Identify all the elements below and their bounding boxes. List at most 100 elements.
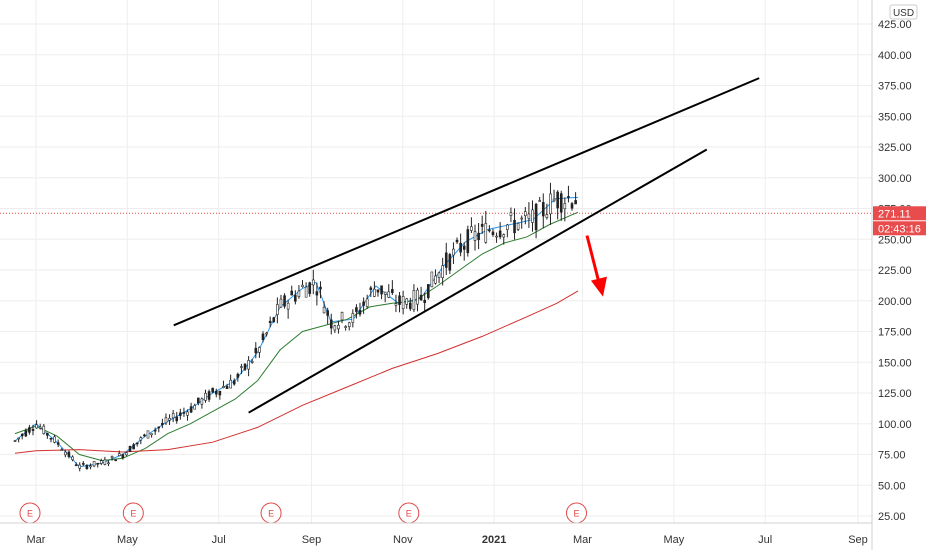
candle-body [541,202,545,217]
candle-body [480,223,484,227]
candle-body [89,465,92,468]
candle-body [53,436,56,443]
candle-body [71,456,74,460]
candle-body [376,289,380,293]
candle-body [373,288,376,297]
candle-body [96,462,99,465]
candle-body [82,463,85,465]
candle-body [99,460,103,464]
candle-body [157,426,161,429]
candle-body [444,252,448,268]
candle-body [416,289,419,305]
candle-body [258,347,261,353]
candle-body [42,425,46,434]
candle-body [534,203,538,231]
candle-body [204,392,207,401]
candle-body [502,234,506,238]
candle-body [484,223,488,243]
candle-body [365,298,369,307]
candle-body [304,286,308,298]
y-tick-label: 250.00 [878,234,912,246]
ma-line-slow [14,290,579,454]
candle-body [387,291,391,298]
candle-body [232,380,236,385]
candle-body [430,271,434,288]
grid [0,0,872,523]
candle-body [315,291,319,296]
candle-body [283,295,286,307]
candle-body [186,411,189,416]
candle-body [362,301,365,306]
candle-body [344,326,347,328]
y-tick-label: 425.00 [878,19,912,31]
trendlines [173,77,760,414]
candle-body [391,289,394,293]
y-tick-label: 325.00 [878,142,912,154]
candle-body [380,285,383,295]
candle-body [329,319,333,329]
candle-body [347,322,351,327]
candle-body [545,214,549,219]
candle-body [398,295,401,305]
candle-body [20,433,24,437]
candle-body [419,294,423,301]
candle-body [265,332,268,335]
y-tick-label: 375.00 [878,81,912,93]
candle-body [64,451,67,456]
candle-body [488,229,491,232]
candle-body [46,433,49,436]
earnings-marker-label: E [27,509,33,519]
candle-body [549,193,552,215]
candle-body [311,279,315,286]
candle-body [423,299,426,303]
candle-body [179,412,182,416]
candle-body [563,203,567,210]
candle-body [319,286,322,290]
candle-body [369,287,373,290]
candle-body [171,413,175,419]
candle-body [146,430,150,439]
candle-body [114,459,117,462]
candle-body [538,200,541,202]
y-tick-label: 50.00 [878,480,906,492]
candle-body [290,290,294,296]
candle-body [13,440,17,442]
candle-body [466,229,470,254]
candle-body [308,282,312,294]
candle-body [326,310,329,316]
candle-body [570,203,574,209]
upper-wedge-line [173,77,760,327]
candle-body [200,398,204,405]
candle-body [434,275,437,284]
x-tick-label: 2021 [482,534,506,546]
candle-body [394,303,398,306]
candle-body [383,291,387,295]
candle-body [85,464,89,469]
candle-body [103,459,107,465]
candle-body [437,272,441,278]
x-tick-label: Sep [302,534,322,546]
candle-body [229,379,232,389]
y-tick-label: 350.00 [878,111,912,123]
candle-body [506,224,509,230]
y-tick-label: 200.00 [878,296,912,308]
candle-body [340,312,344,321]
last-price-badge [873,206,926,221]
candle-body [56,442,60,445]
countdown-badge [873,221,926,236]
x-tick-label: Sep [848,534,868,546]
y-tick-label: 100.00 [878,419,912,431]
candle-body [477,232,480,241]
lower-wedge-line [248,148,708,414]
candle-body [452,248,455,256]
candle-body [337,324,340,330]
currency-box [889,4,918,20]
candle-body [358,309,362,315]
candle-body [261,333,265,340]
candle-body [426,284,430,299]
candle-body [92,461,96,467]
